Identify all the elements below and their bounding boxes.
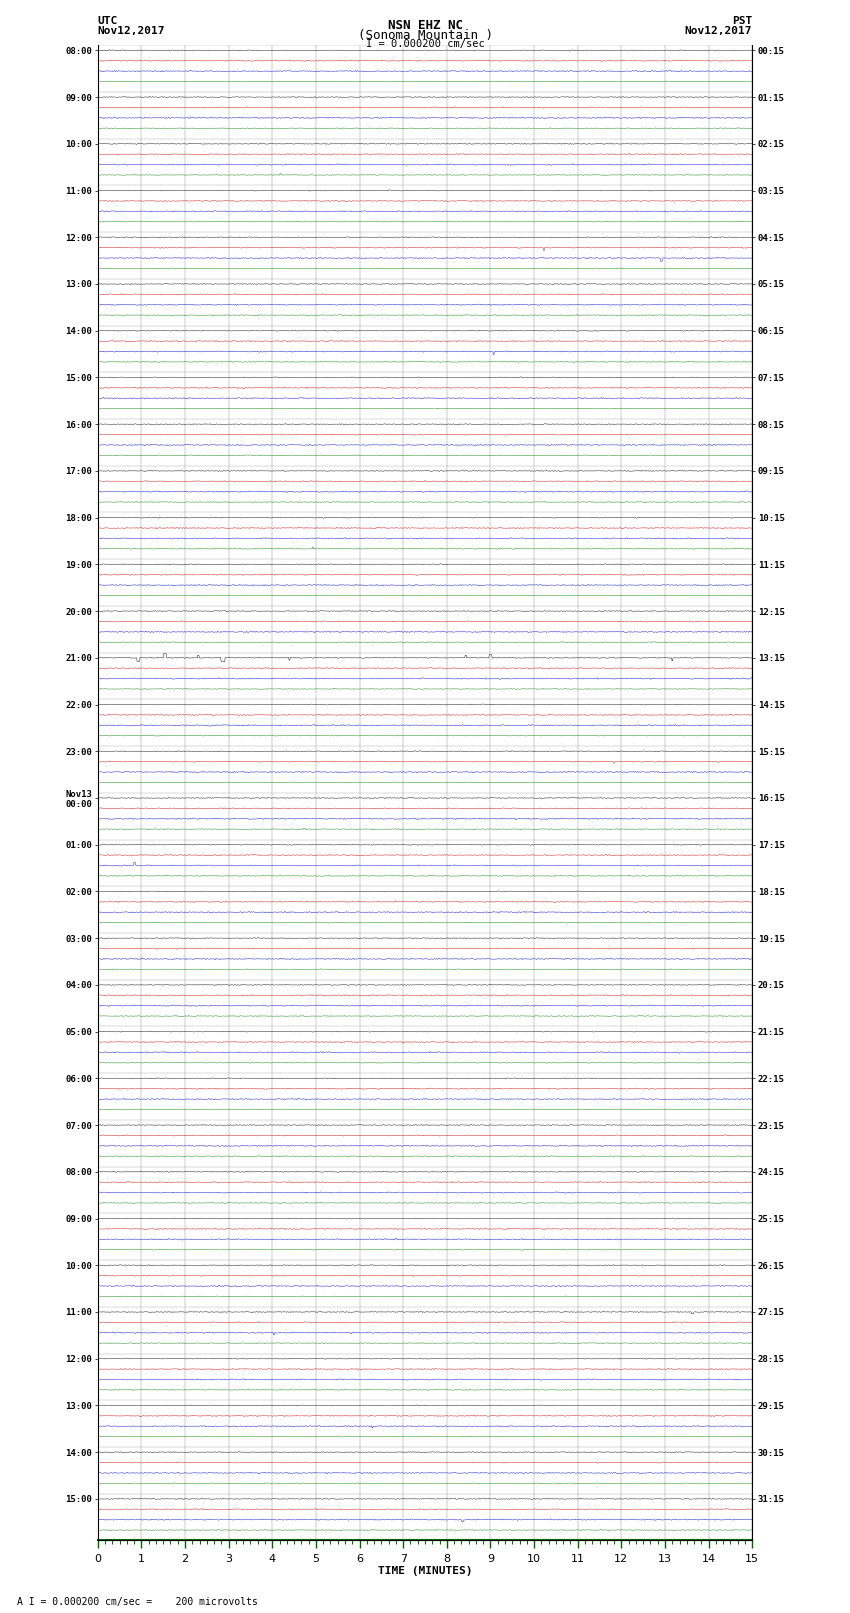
- Text: I = 0.000200 cm/sec: I = 0.000200 cm/sec: [366, 39, 484, 48]
- X-axis label: TIME (MINUTES): TIME (MINUTES): [377, 1566, 473, 1576]
- Text: A I = 0.000200 cm/sec =    200 microvolts: A I = 0.000200 cm/sec = 200 microvolts: [17, 1597, 258, 1607]
- Text: Nov12,2017: Nov12,2017: [98, 26, 165, 35]
- Text: Nov12,2017: Nov12,2017: [685, 26, 752, 35]
- Text: PST: PST: [732, 16, 752, 26]
- Text: (Sonoma Mountain ): (Sonoma Mountain ): [358, 29, 492, 42]
- Text: UTC: UTC: [98, 16, 118, 26]
- Text: NSN EHZ NC: NSN EHZ NC: [388, 19, 462, 32]
